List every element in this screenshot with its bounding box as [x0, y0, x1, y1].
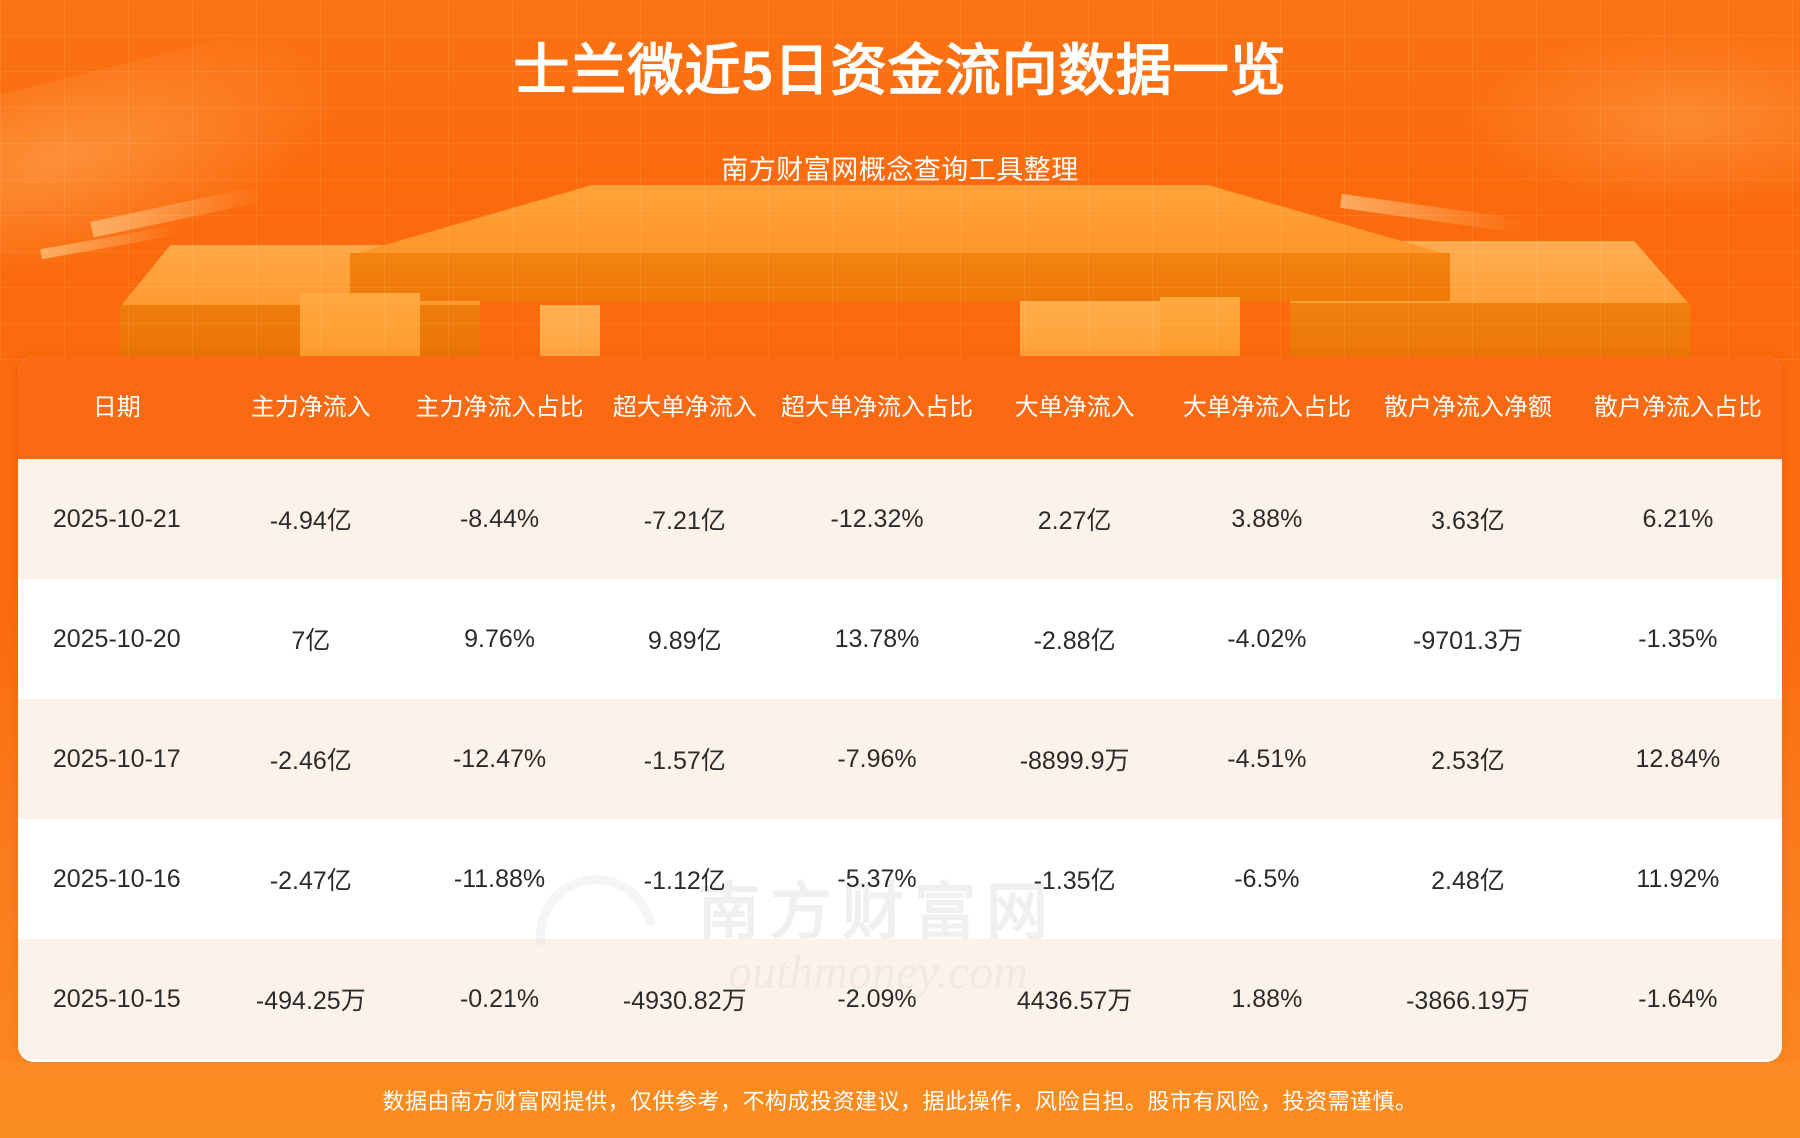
cell-value: -2.09% [837, 984, 917, 1013]
cell-value: 13.78% [834, 624, 920, 653]
cell-value: -4930.82万 [622, 987, 747, 1015]
cell-value: -8.44% [459, 504, 540, 533]
cell-value: 2.27亿 [1037, 507, 1112, 535]
footer-disclaimer: 数据由南方财富网提供，仅供参考，不构成投资建议，据此操作，风险自担。股市有风险，… [0, 1062, 1800, 1138]
cell-value: -1.57亿 [643, 747, 726, 775]
cell-value: -11.88% [453, 864, 546, 893]
column-header-large-net-inflow: 大单净流入 [977, 356, 1172, 459]
podium-slab-center-side [350, 253, 1450, 301]
cell-value: -6.5% [1234, 864, 1300, 893]
table-row: 2025-10-20 7亿 9.76% 9.89亿 13.78% -2.88亿 … [18, 579, 1782, 699]
cell-value: -4.51% [1227, 744, 1307, 773]
podium-block-b [540, 305, 600, 365]
cell-value: -1.12亿 [643, 867, 726, 895]
fund-flow-table: 日期 主力净流入 主力净流入占比 超大单净流入 超大单净流入占比 大单净流入 大… [18, 356, 1782, 1059]
cell-value: -4.02% [1227, 624, 1307, 653]
data-table-card: 南方财富网 outhmoney.com 日期 主力净流入 主力净流入占比 超大单… [18, 356, 1782, 1062]
table-header: 日期 主力净流入 主力净流入占比 超大单净流入 超大单净流入占比 大单净流入 大… [18, 356, 1782, 459]
cell-value: -7.21亿 [643, 507, 726, 535]
cell-value: -7.96% [837, 744, 917, 773]
cell-value: 9.89亿 [647, 627, 722, 655]
column-header-main-net-ratio: 主力净流入占比 [406, 356, 594, 459]
cell-value: 2.48亿 [1431, 867, 1505, 895]
cell-value: 12.84% [1635, 744, 1721, 773]
podium-slab-right-side [1290, 303, 1690, 363]
cell-value: -1.35% [1638, 624, 1718, 653]
podium-slab-center-top [350, 185, 1450, 255]
cell-date: 2025-10-20 [52, 624, 181, 653]
cell-value: 11.92% [1636, 864, 1720, 893]
light-streak-1 [90, 184, 270, 238]
cell-value: -2.46亿 [269, 747, 352, 775]
cell-value: 4436.57万 [1016, 987, 1133, 1015]
cell-value: -9701.3万 [1413, 627, 1523, 655]
podium-block-c [1160, 297, 1240, 365]
light-streak-3 [1339, 193, 1531, 235]
column-header-xl-net-ratio: 超大单净流入占比 [776, 356, 978, 459]
column-header-main-net-inflow: 主力净流入 [215, 356, 407, 459]
cell-value: -0.21% [459, 984, 540, 1013]
cell-date: 2025-10-17 [52, 744, 181, 773]
cell-date: 2025-10-21 [52, 504, 181, 533]
cell-value: 2.53亿 [1431, 747, 1505, 775]
table-header-row: 日期 主力净流入 主力净流入占比 超大单净流入 超大单净流入占比 大单净流入 大… [18, 356, 1782, 459]
cell-value: 6.21% [1642, 504, 1714, 533]
cell-value: -12.32% [830, 504, 924, 533]
cell-value: -12.47% [452, 744, 547, 773]
cell-date: 2025-10-16 [52, 864, 181, 893]
cell-value: -494.25万 [255, 987, 366, 1015]
cell-value: 1.88% [1231, 984, 1303, 1013]
cell-value: -2.88亿 [1033, 627, 1116, 655]
cell-value: -4.94亿 [269, 507, 352, 535]
cell-value: -1.35亿 [1033, 867, 1116, 895]
table-row: 2025-10-16 -2.47亿 -11.88% -1.12亿 -5.37% … [18, 819, 1782, 939]
column-header-retail-net-amount: 散户净流入净额 [1362, 356, 1574, 459]
table-row: 2025-10-15 -494.25万 -0.21% -4930.82万 -2.… [18, 939, 1782, 1059]
column-header-retail-net-ratio: 散户净流入占比 [1573, 356, 1782, 459]
podium-block-a [300, 293, 420, 365]
cell-value: -2.47亿 [269, 867, 352, 895]
cell-value: 7亿 [291, 627, 331, 655]
cell-value: 9.76% [464, 624, 535, 653]
column-header-xl-net-inflow: 超大单净流入 [593, 356, 777, 459]
page-title: 士兰微近5日资金流向数据一览 [513, 39, 1287, 102]
table-row: 2025-10-17 -2.46亿 -12.47% -1.57亿 -7.96% … [18, 699, 1782, 819]
cell-value: 3.88% [1231, 504, 1303, 533]
table-row: 2025-10-21 -4.94亿 -8.44% -7.21亿 -12.32% … [18, 459, 1782, 579]
table-body: 2025-10-21 -4.94亿 -8.44% -7.21亿 -12.32% … [18, 459, 1782, 1059]
page-subtitle: 南方财富网概念查询工具整理 [721, 155, 1079, 185]
column-header-date: 日期 [18, 356, 216, 459]
podium-illustration [0, 184, 1800, 365]
column-header-large-net-ratio: 大单净流入占比 [1171, 356, 1363, 459]
cell-value: -3866.19万 [1406, 987, 1530, 1015]
cell-value: 3.63亿 [1431, 507, 1505, 535]
cell-date: 2025-10-15 [52, 984, 181, 1013]
cell-value: -8899.9万 [1019, 747, 1130, 775]
cell-value: -1.64% [1638, 984, 1718, 1013]
cell-value: -5.37% [837, 864, 917, 893]
